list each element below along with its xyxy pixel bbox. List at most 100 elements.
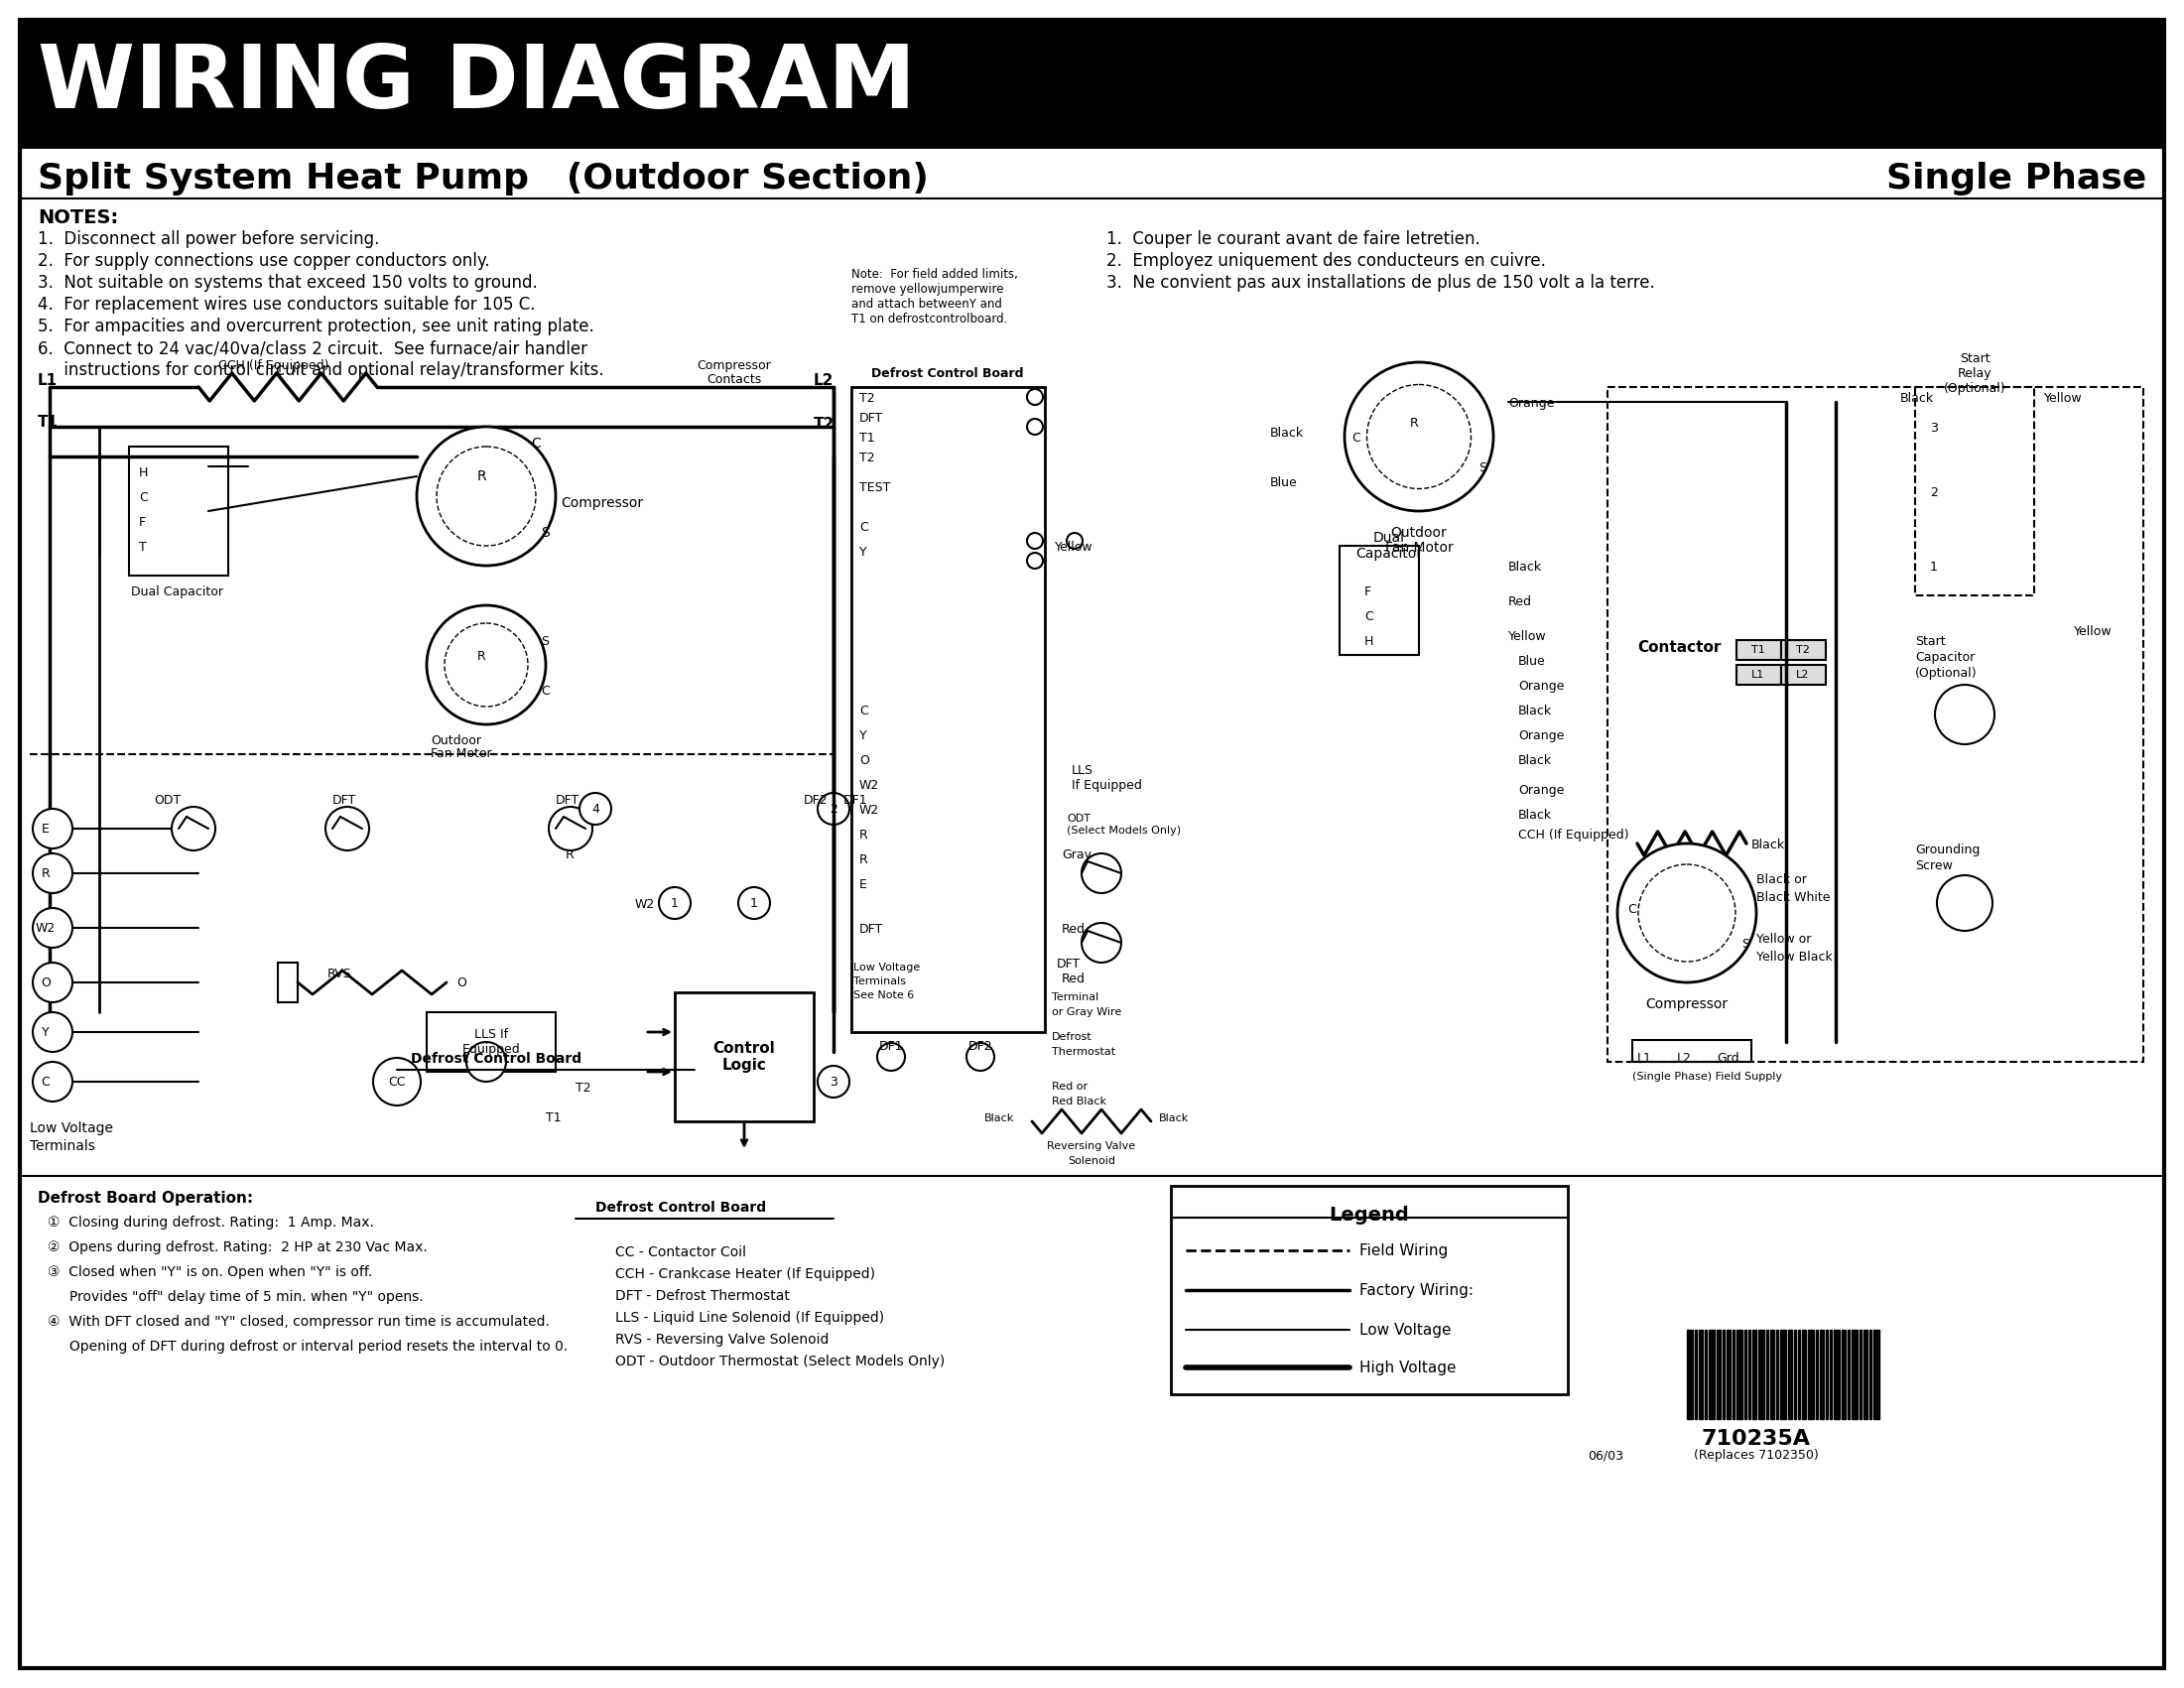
- Text: Defrost Control Board: Defrost Control Board: [596, 1200, 767, 1215]
- Text: Yellow or: Yellow or: [1756, 933, 1811, 945]
- Text: Start: Start: [1915, 635, 1946, 648]
- Text: Black: Black: [1509, 560, 1542, 574]
- Text: L2: L2: [1677, 1052, 1693, 1065]
- Text: E: E: [41, 822, 50, 836]
- Text: Outdoor: Outdoor: [430, 734, 483, 748]
- Circle shape: [33, 809, 72, 849]
- Text: 1: 1: [670, 896, 679, 910]
- Text: DF1: DF1: [878, 1040, 904, 1053]
- Bar: [1736, 640, 1782, 660]
- Text: 4: 4: [592, 802, 598, 815]
- Text: T2: T2: [815, 417, 834, 432]
- Bar: [1752, 1330, 1756, 1420]
- Text: Defrost Control Board: Defrost Control Board: [411, 1052, 581, 1065]
- Text: Orange: Orange: [1518, 783, 1564, 797]
- Circle shape: [467, 1041, 507, 1082]
- Circle shape: [33, 1013, 72, 1052]
- Circle shape: [1935, 685, 1994, 744]
- Text: Yellow Black: Yellow Black: [1756, 950, 1832, 964]
- Text: Start: Start: [1959, 353, 1990, 365]
- Circle shape: [817, 793, 850, 825]
- Text: DFT: DFT: [555, 793, 579, 807]
- Bar: [1631, 1040, 1752, 1062]
- Bar: [1736, 1330, 1743, 1420]
- Text: W2: W2: [636, 898, 655, 912]
- Text: 1.  Couper le courant avant de faire letretien.: 1. Couper le courant avant de faire letr…: [1107, 230, 1481, 248]
- Text: T2: T2: [1795, 645, 1811, 655]
- Text: Yellow: Yellow: [1509, 630, 1546, 643]
- Text: R: R: [476, 650, 485, 663]
- Bar: [675, 993, 815, 1121]
- Bar: [1699, 1330, 1704, 1420]
- Text: LLS
If Equipped: LLS If Equipped: [1072, 765, 1142, 792]
- Text: (Optional): (Optional): [1915, 667, 1977, 680]
- Circle shape: [579, 793, 612, 825]
- Text: Factory Wiring:: Factory Wiring:: [1358, 1283, 1474, 1298]
- Circle shape: [1081, 854, 1120, 893]
- Text: C: C: [140, 491, 149, 505]
- Text: ④  With DFT closed and "Y" closed, compressor run time is accumulated.: ④ With DFT closed and "Y" closed, compre…: [48, 1315, 550, 1328]
- Text: T1: T1: [1752, 645, 1765, 655]
- Circle shape: [878, 1043, 904, 1070]
- Text: Contacts: Contacts: [708, 373, 762, 387]
- Text: Low Voltage: Low Voltage: [31, 1121, 114, 1136]
- Text: 5.  For ampacities and overcurrent protection, see unit rating plate.: 5. For ampacities and overcurrent protec…: [37, 317, 594, 336]
- Text: DF2: DF2: [804, 793, 828, 807]
- Text: Black: Black: [1518, 755, 1553, 766]
- Text: L2: L2: [1795, 670, 1811, 680]
- Bar: [1780, 1330, 1787, 1420]
- Text: Blue: Blue: [1518, 655, 1546, 668]
- Text: CCH - Crankcase Heater (If Equipped): CCH - Crankcase Heater (If Equipped): [616, 1268, 876, 1281]
- Text: R: R: [476, 469, 487, 483]
- Circle shape: [548, 807, 592, 851]
- Circle shape: [437, 447, 535, 545]
- Text: 710235A: 710235A: [1701, 1430, 1811, 1448]
- Text: Grd: Grd: [1717, 1052, 1738, 1065]
- Bar: [1841, 1330, 1845, 1420]
- Text: Black: Black: [1518, 809, 1553, 822]
- Text: 6.  Connect to 24 vac/40va/class 2 circuit.  See furnace/air handler: 6. Connect to 24 vac/40va/class 2 circui…: [37, 339, 587, 358]
- Text: Yellow: Yellow: [2044, 392, 2081, 405]
- Text: Compressor: Compressor: [561, 496, 642, 510]
- Bar: [426, 1013, 555, 1072]
- Circle shape: [1937, 876, 1992, 930]
- Bar: [20, 20, 2164, 147]
- Text: (Replaces 7102350): (Replaces 7102350): [1695, 1448, 1819, 1462]
- Text: 1: 1: [751, 896, 758, 910]
- Text: Black or: Black or: [1756, 873, 1806, 886]
- Text: S: S: [1479, 461, 1487, 474]
- Bar: [1915, 387, 2033, 596]
- Text: Defrost: Defrost: [1053, 1031, 1092, 1041]
- Circle shape: [33, 908, 72, 947]
- Text: or Gray Wire: or Gray Wire: [1053, 1008, 1123, 1018]
- Circle shape: [446, 623, 529, 707]
- Text: Legend: Legend: [1330, 1205, 1409, 1224]
- Text: See Note 6: See Note 6: [854, 991, 915, 1001]
- Text: S: S: [1741, 939, 1749, 950]
- Text: DFT: DFT: [858, 412, 882, 425]
- Bar: [277, 962, 297, 1003]
- Text: C: C: [1365, 611, 1374, 623]
- Text: Y: Y: [858, 729, 867, 743]
- Text: DFT - Defrost Thermostat: DFT - Defrost Thermostat: [616, 1290, 791, 1303]
- Text: Relay: Relay: [1957, 368, 1992, 380]
- Text: 4.  For replacement wires use conductors suitable for 105 C.: 4. For replacement wires use conductors …: [37, 295, 535, 314]
- Text: LLS - Liquid Line Solenoid (If Equipped): LLS - Liquid Line Solenoid (If Equipped): [616, 1312, 885, 1325]
- Text: Blue: Blue: [1271, 476, 1297, 490]
- Text: T: T: [140, 540, 146, 554]
- Text: DFT: DFT: [858, 923, 882, 935]
- Bar: [1782, 640, 1826, 660]
- Text: T1: T1: [37, 415, 59, 430]
- Text: Fan Motor: Fan Motor: [1385, 540, 1452, 555]
- Text: Red: Red: [1509, 596, 1531, 608]
- Circle shape: [660, 888, 690, 918]
- Text: Red: Red: [1061, 972, 1085, 986]
- Text: Terminal: Terminal: [1053, 993, 1099, 1003]
- Bar: [1758, 1330, 1765, 1420]
- Bar: [1339, 545, 1420, 655]
- Text: Low Voltage: Low Voltage: [854, 962, 919, 972]
- Text: LLS If
Equipped: LLS If Equipped: [463, 1028, 520, 1057]
- Text: W2: W2: [35, 922, 55, 933]
- Text: Red Black: Red Black: [1053, 1097, 1107, 1106]
- Text: T1: T1: [858, 432, 876, 444]
